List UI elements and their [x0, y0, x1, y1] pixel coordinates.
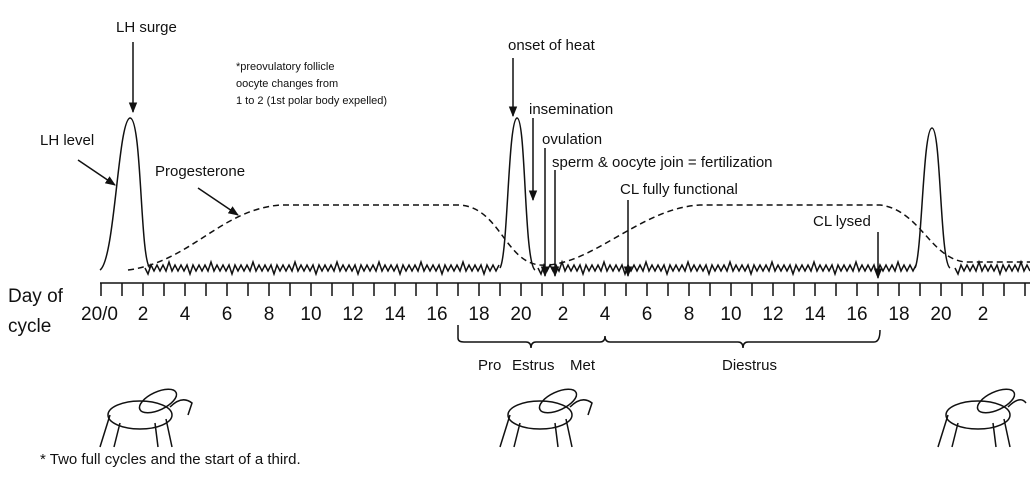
- footnote: * Two full cycles and the start of a thi…: [40, 451, 301, 468]
- note: oocyte changes from: [236, 78, 338, 90]
- axis-title: cycle: [8, 316, 51, 337]
- day-label: 6: [222, 304, 233, 325]
- label: CL lysed: [813, 213, 871, 230]
- label: CL fully functional: [620, 181, 738, 198]
- note: *preovulatory follicle: [236, 61, 334, 73]
- progesterone-curve: [127, 204, 1030, 271]
- phase-label: Met: [570, 357, 596, 374]
- phase-brace: [457, 325, 881, 349]
- day-label: 4: [180, 304, 191, 325]
- day-label: 8: [264, 304, 275, 325]
- day-label: 16: [426, 304, 447, 325]
- day-label: 18: [468, 304, 489, 325]
- phase-label: Diestrus: [722, 357, 777, 374]
- day-label: 20: [930, 304, 951, 325]
- day-label: 2: [978, 304, 989, 325]
- day-label: 20/0: [81, 304, 118, 325]
- day-label: 10: [300, 304, 321, 325]
- day-label: 2: [138, 304, 149, 325]
- day-label: 20: [510, 304, 531, 325]
- axis-title: Day of: [8, 286, 64, 307]
- day-label: 14: [384, 304, 406, 325]
- day-label: 12: [762, 304, 783, 325]
- phase-label: Estrus: [512, 357, 555, 374]
- day-label: 4: [600, 304, 611, 325]
- label: LH level: [40, 132, 94, 149]
- label: LH surge: [116, 19, 177, 36]
- note: 1 to 2 (1st polar body expelled): [236, 95, 387, 107]
- phase-label: Pro: [478, 357, 501, 374]
- day-label: 10: [720, 304, 741, 325]
- baseline-noise: [144, 259, 1030, 277]
- label: ovulation: [542, 131, 602, 148]
- day-label: 8: [684, 304, 695, 325]
- day-label: 18: [888, 304, 909, 325]
- day-ticks: [100, 283, 1026, 296]
- day-label: 2: [558, 304, 569, 325]
- day-label: 12: [342, 304, 363, 325]
- day-label: 6: [642, 304, 653, 325]
- arrows: [77, 42, 883, 280]
- lh-curve: [99, 117, 951, 271]
- day-label: 16: [846, 304, 867, 325]
- cow-icons: [99, 388, 1027, 448]
- day-label: 14: [804, 304, 826, 325]
- label: Progesterone: [155, 163, 245, 180]
- label: sperm & oocyte join = fertilization: [552, 154, 773, 171]
- label: onset of heat: [508, 37, 596, 54]
- label: insemination: [529, 101, 613, 118]
